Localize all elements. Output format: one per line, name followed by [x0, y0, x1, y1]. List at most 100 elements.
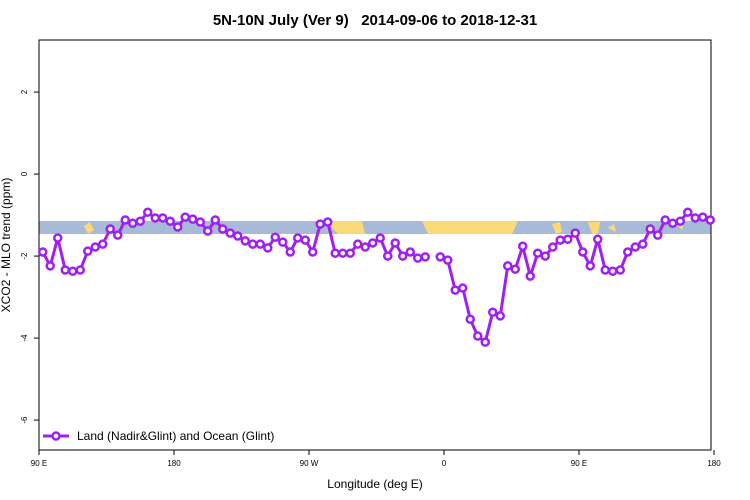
x-tick-label: 180 — [707, 459, 721, 468]
data-point — [263, 243, 273, 253]
data-point — [390, 238, 400, 248]
y-tick-label: -4 — [20, 334, 29, 342]
data-point — [278, 237, 288, 247]
data-point — [653, 230, 663, 240]
data-point — [488, 307, 498, 317]
data-point — [255, 239, 265, 249]
data-point — [68, 266, 78, 276]
data-point — [240, 236, 250, 246]
land-area — [330, 221, 365, 234]
data-point — [413, 253, 423, 263]
data-point — [323, 217, 333, 227]
data-point — [248, 239, 258, 249]
data-point — [105, 224, 115, 234]
data-point — [195, 217, 205, 227]
data-point — [465, 314, 475, 324]
data-point — [383, 251, 393, 261]
data-point — [210, 215, 220, 225]
data-point — [338, 248, 348, 258]
data-point — [563, 234, 573, 245]
data-point — [458, 283, 468, 293]
data-point — [638, 239, 648, 249]
data-point — [120, 215, 130, 225]
x-tick-label: 90 E — [571, 459, 587, 468]
data-point — [158, 213, 168, 223]
x-tick-label: 180 — [167, 459, 181, 468]
data-point — [60, 265, 70, 275]
land-area — [422, 221, 518, 234]
data-point — [53, 233, 63, 243]
data-point — [683, 207, 693, 217]
land-area — [588, 222, 600, 234]
data-point — [405, 247, 415, 257]
y-tick-label: 0 — [20, 171, 29, 176]
data-point — [435, 252, 445, 262]
data-point — [345, 248, 355, 258]
data-point — [503, 261, 513, 271]
data-point — [113, 230, 123, 240]
land-area — [608, 224, 616, 232]
data-point — [83, 246, 93, 256]
x-axis-label: Longitude (deg E) — [327, 477, 422, 491]
land-area — [84, 222, 94, 234]
data-point — [180, 212, 190, 222]
data-point — [705, 215, 715, 225]
data-point — [38, 247, 48, 257]
data-point — [578, 247, 588, 257]
plot-frame — [38, 39, 712, 451]
data-point — [143, 207, 153, 217]
data-point — [540, 251, 550, 261]
data-point — [675, 216, 685, 226]
data-point — [308, 247, 318, 257]
data-point — [608, 266, 618, 276]
data-point — [330, 248, 340, 258]
data-point — [480, 337, 490, 347]
data-point — [285, 247, 295, 257]
data-point — [218, 224, 228, 234]
data-point — [203, 226, 213, 236]
data-point — [398, 251, 408, 261]
chart-title: 5N-10N July (Ver 9) 2014-09-06 to 2018-1… — [213, 12, 537, 29]
data-point — [690, 213, 700, 223]
data-point — [75, 265, 85, 275]
data-point — [128, 218, 138, 229]
land-area — [552, 222, 562, 234]
data-point — [98, 239, 108, 249]
x-tick-label: 90 W — [300, 459, 319, 468]
data-point — [698, 212, 708, 222]
data-point — [533, 248, 543, 258]
data-point — [495, 311, 505, 321]
data-point — [165, 216, 175, 226]
x-tick-label: 90 E — [31, 459, 47, 468]
data-point — [300, 235, 310, 245]
data-point — [593, 234, 603, 245]
data-point — [585, 261, 595, 271]
y-tick-label: 2 — [20, 89, 29, 94]
y-tick-label: -2 — [20, 252, 29, 260]
data-point — [90, 242, 100, 252]
data-point — [173, 222, 183, 232]
data-point — [375, 233, 385, 243]
y-axis-label: XCO2 - MLO trend (ppm) — [0, 178, 13, 313]
y-tick-label: -6 — [20, 416, 29, 424]
data-point — [270, 232, 280, 242]
data-point — [353, 239, 363, 249]
data-point — [623, 247, 633, 257]
data-point — [443, 255, 453, 265]
data-point — [645, 224, 655, 234]
data-point — [420, 252, 430, 262]
data-point — [315, 219, 325, 229]
data-point — [615, 265, 625, 275]
data-point — [525, 271, 535, 281]
legend-label: Land (Nadir&Glint) and Ocean (Glint) — [77, 429, 274, 443]
data-point — [150, 213, 160, 223]
data-point — [600, 265, 610, 275]
data-point — [668, 218, 678, 229]
legend-marker — [51, 431, 61, 441]
data-point — [518, 241, 528, 251]
data-point — [45, 261, 55, 271]
data-point — [510, 264, 520, 274]
data-point — [135, 216, 145, 226]
data-point — [450, 285, 460, 295]
data-point — [548, 242, 558, 252]
